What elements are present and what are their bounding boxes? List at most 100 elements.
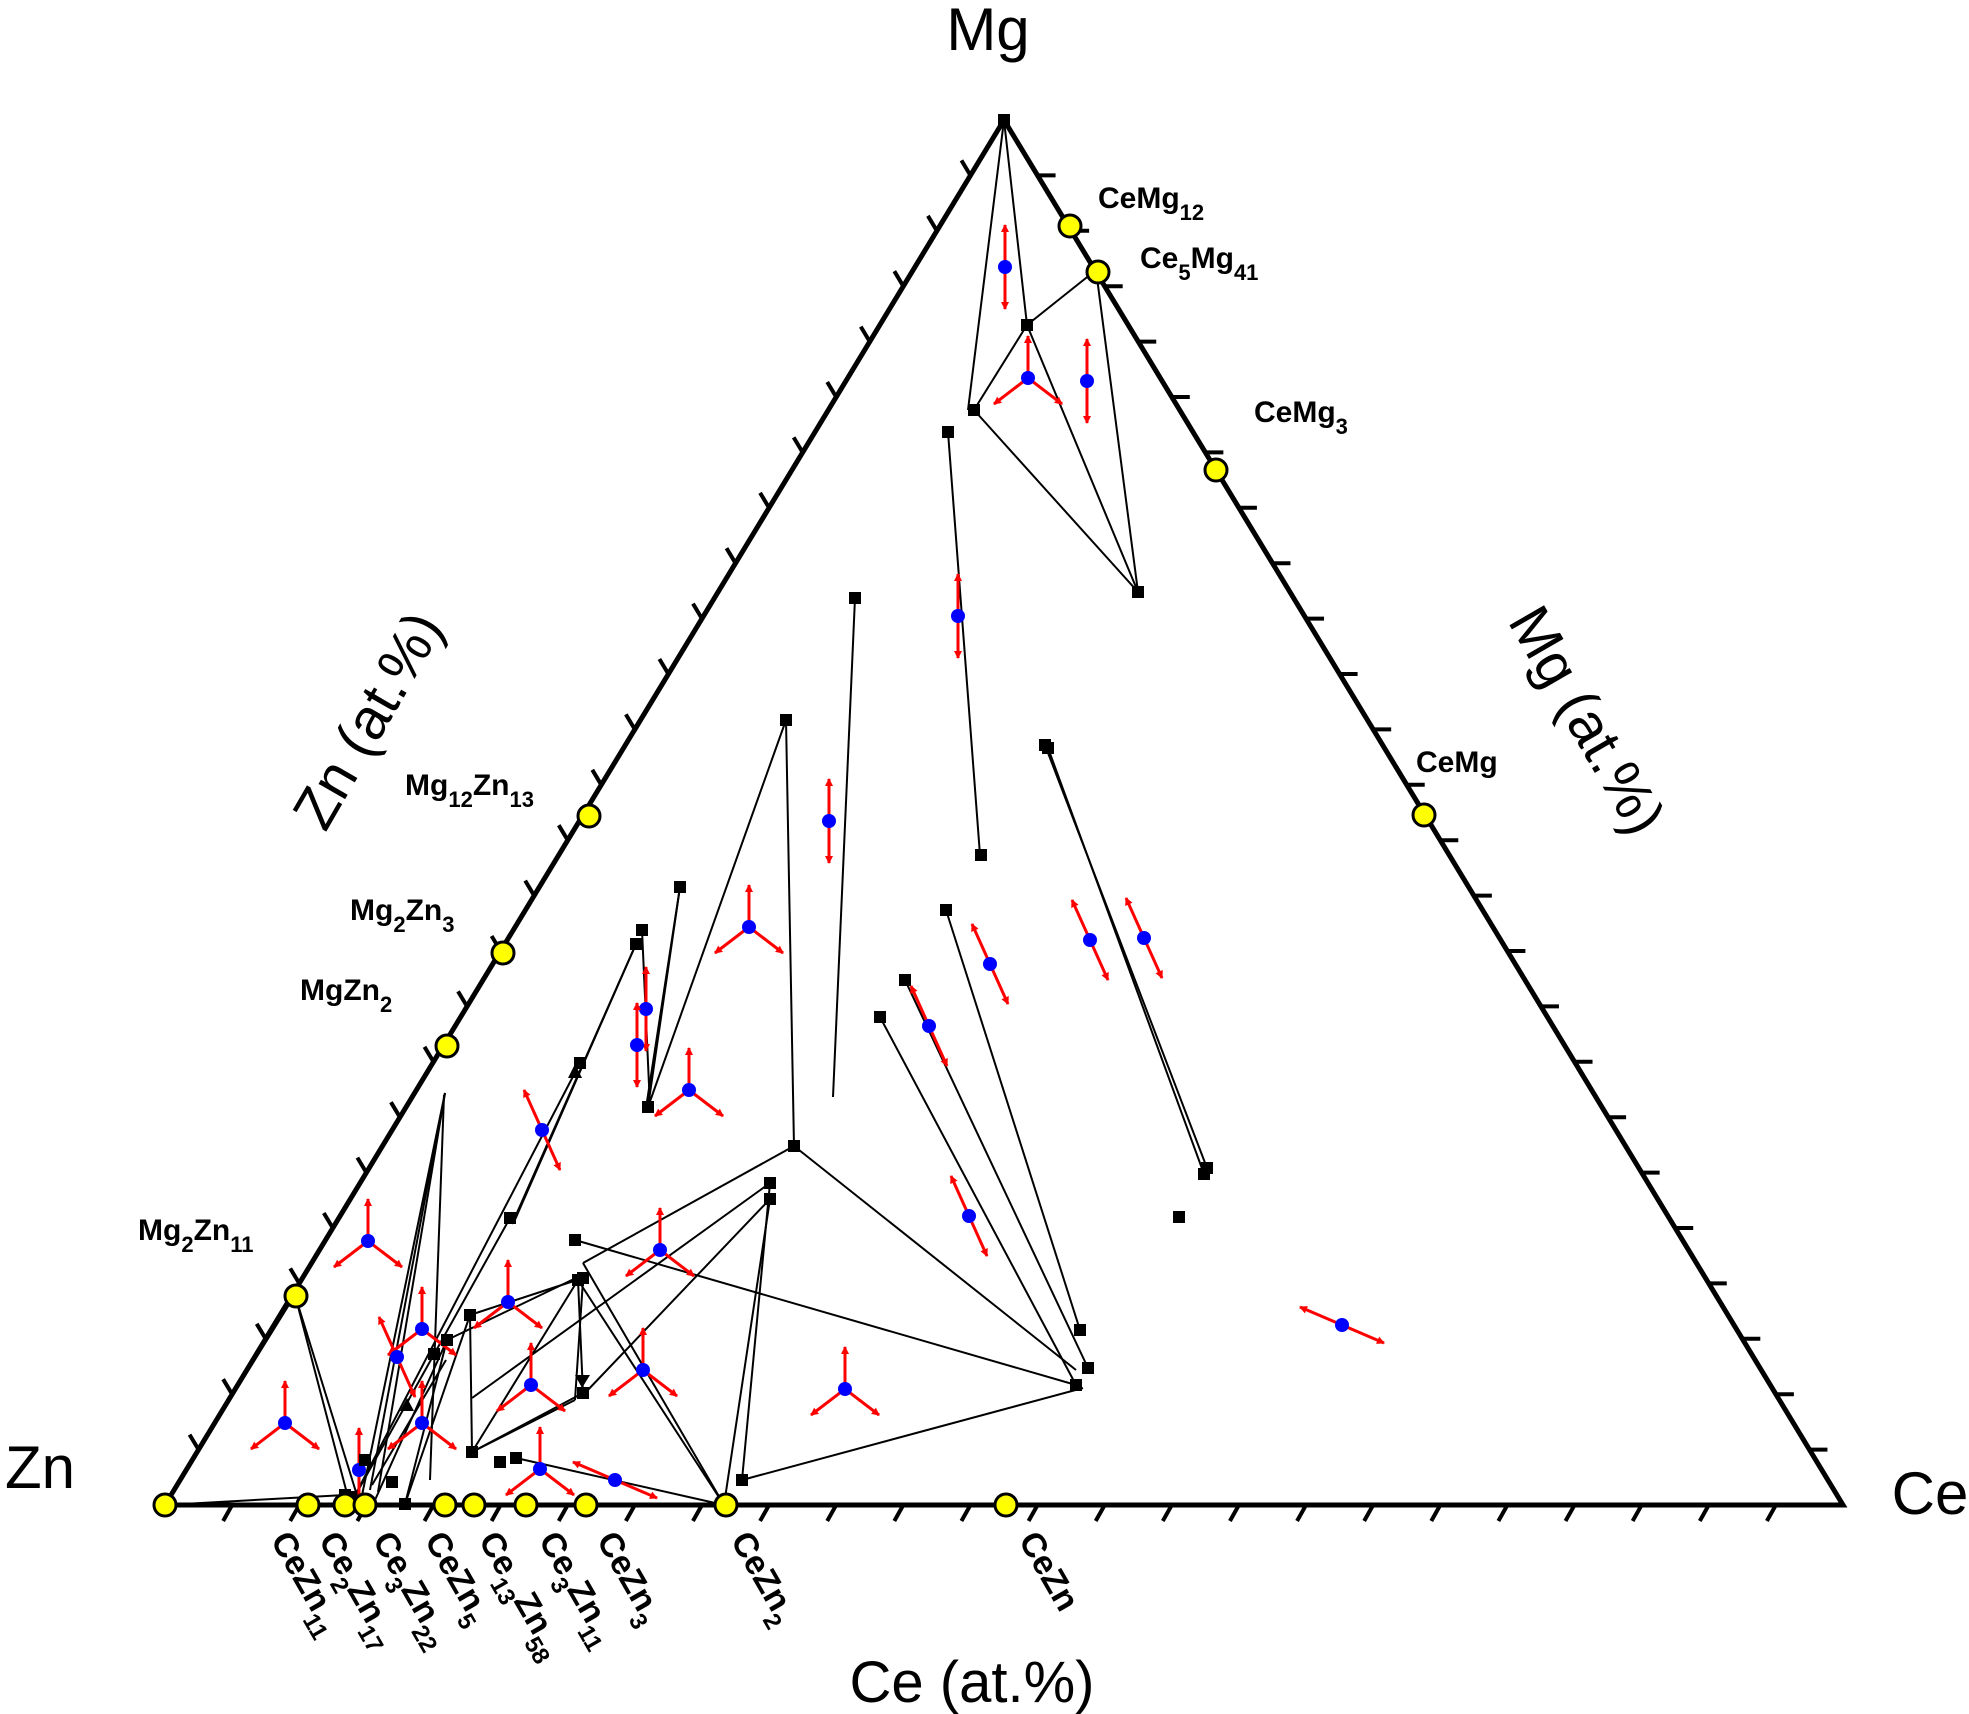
tick-bottom-edge (1563, 1504, 1577, 1522)
down-triangle-vertex (575, 1375, 590, 1388)
data-point (1021, 371, 1035, 385)
arrow (909, 985, 931, 1027)
tie-vertex (466, 1446, 478, 1458)
data-point (1335, 1318, 1349, 1332)
tick-left-edge (557, 824, 570, 842)
tie-vertex (942, 426, 954, 438)
arrow (539, 1467, 575, 1497)
tick-left-edge (590, 768, 603, 786)
tick-left-edge (859, 325, 872, 343)
data-point (1083, 933, 1097, 947)
tie-line (164, 1294, 296, 1506)
tick-left-edge (456, 990, 469, 1008)
compound-marker (993, 1492, 1019, 1518)
tie-line (582, 1145, 795, 1264)
label-cezn: CeZn (1011, 1525, 1086, 1618)
label-mg2zn3: Mg2Zn3 (350, 894, 454, 937)
tie-line (1026, 324, 1139, 593)
arrow (988, 963, 1010, 1005)
tick-bottom-edge (1630, 1504, 1644, 1522)
tick-left-edge (187, 1433, 201, 1451)
compound-marker (490, 940, 516, 966)
corner-label-ce: Ce (1892, 1460, 1969, 1527)
tie-vertex (1070, 1379, 1082, 1391)
compound-marker (513, 1492, 539, 1518)
tie-vertex (630, 938, 642, 950)
tie-line (947, 431, 981, 856)
tick-bottom-edge (1429, 1504, 1443, 1522)
tick-left-edge (221, 1378, 234, 1396)
tick-bottom-edge (1228, 1504, 1241, 1522)
tick-bottom-edge (1295, 1504, 1308, 1522)
tie-vertex (569, 1234, 581, 1246)
data-point (951, 609, 965, 623)
tick-bottom-edge (1765, 1504, 1778, 1522)
arrow (993, 376, 1029, 406)
arrow-glyphs (250, 224, 1385, 1513)
tie-line (471, 1182, 771, 1399)
tick-left-edge (523, 879, 536, 897)
tie-line (584, 1198, 771, 1394)
data-point (653, 1243, 667, 1257)
compound-marker (352, 1492, 378, 1518)
arrow (1070, 899, 1092, 941)
data-point (278, 1416, 292, 1430)
tick-left-edge (892, 270, 906, 288)
tie-line (294, 1294, 361, 1506)
data-point (535, 1123, 549, 1137)
tick-bottom-edge (221, 1504, 234, 1522)
tick-bottom-edge (422, 1504, 436, 1522)
tie-vertex (1173, 1211, 1185, 1223)
axis-title-zn: Zn (at.%) (280, 601, 456, 840)
tie-line (577, 1279, 584, 1394)
tie-line (1047, 747, 1205, 1175)
tick-left-edge (926, 214, 939, 232)
label-cemg3: CeMg3 (1254, 396, 1348, 439)
arrow (395, 1356, 417, 1398)
tie-vertex (1074, 1324, 1086, 1336)
arrow (659, 1248, 695, 1278)
arrow (507, 1300, 543, 1330)
tie-vertex (788, 1140, 800, 1152)
data-point (630, 1038, 644, 1052)
tie-line (793, 1145, 1077, 1371)
arrow (250, 1421, 286, 1451)
data-point (636, 1363, 650, 1377)
arrow (810, 1387, 846, 1417)
data-point (822, 814, 836, 828)
arrow (949, 1175, 971, 1217)
compound-marker (461, 1492, 487, 1518)
tie-vertex (1042, 742, 1054, 754)
tie-vertex (764, 1177, 776, 1189)
tie-line (574, 1279, 584, 1401)
data-point (998, 260, 1012, 274)
axis-title-ce: Ce (at.%) (850, 1650, 1095, 1714)
triangle-vertex (568, 1064, 582, 1078)
arrow (654, 1088, 690, 1118)
compound-marker (576, 803, 602, 829)
arrow (377, 1316, 399, 1358)
data-point (1137, 931, 1151, 945)
compound-marker (1057, 213, 1083, 239)
tie-line (904, 979, 1089, 1369)
arrow (967, 1215, 989, 1257)
arrow (540, 1129, 562, 1171)
data-point (962, 1209, 976, 1223)
data-point (639, 1002, 653, 1016)
axis-title-mg: Mg (at.%) (1496, 595, 1678, 845)
arrow (522, 1089, 544, 1131)
tie-vertex (849, 592, 861, 604)
label-cezn2: CeZn2 (714, 1525, 805, 1634)
tick-left-edge (254, 1322, 268, 1340)
tie-vertex (574, 1057, 586, 1069)
tie-line (973, 324, 1028, 411)
arrow (1299, 1305, 1343, 1327)
tie-vertex (1132, 586, 1144, 598)
tick-left-edge (355, 1156, 369, 1174)
arrow (1142, 937, 1164, 979)
tick-bottom-edge (691, 1504, 704, 1522)
tie-line (647, 719, 787, 1108)
tick-bottom-edge (1496, 1504, 1510, 1522)
tick-bottom-edge (1362, 1504, 1375, 1522)
tick-bottom-edge (624, 1504, 637, 1522)
